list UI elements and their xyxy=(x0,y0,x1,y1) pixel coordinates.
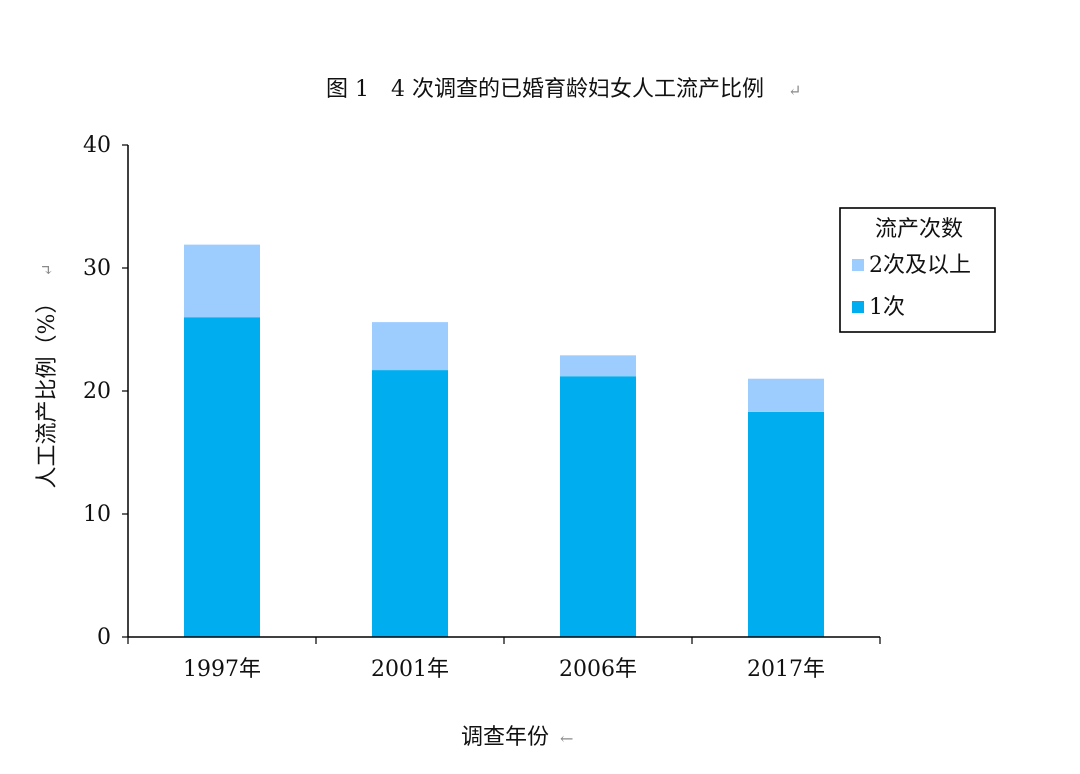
bar-segment-1-3 xyxy=(560,376,636,637)
y-tick-label-4: 30 xyxy=(83,256,111,281)
legend-swatch-2 xyxy=(852,301,864,313)
y-tick-label-3: 20 xyxy=(83,379,111,404)
x-axis-label-mark: ← xyxy=(560,729,573,748)
y-axis-label-group: 人工流产比例（%） ↵ xyxy=(35,263,60,488)
legend-label-1: 2次及以上 xyxy=(869,253,971,278)
plot-area: 0 10 20 30 40 1997年 2001年 2006年 2017年 xyxy=(83,133,881,682)
y-tick-label-5: 40 xyxy=(83,133,111,158)
legend: 流产次数 2次及以上 1次 xyxy=(839,207,996,333)
bar-segment-1-1 xyxy=(184,317,260,637)
legend-box xyxy=(839,207,996,333)
y-tick-labels: 0 10 20 30 40 xyxy=(83,133,111,650)
bar-segment-1-4 xyxy=(748,411,824,637)
title-return-mark: ↵ xyxy=(788,81,801,100)
bars-group xyxy=(184,244,824,637)
y-axis-label-mark: ↵ xyxy=(38,263,57,276)
axis-group xyxy=(122,144,881,644)
x-tick-label-1: 1997年 xyxy=(183,657,261,682)
bar-segment-2-1 xyxy=(184,244,260,318)
bar-segment-1-2 xyxy=(372,370,448,637)
x-axis-label-group: 调查年份 ← xyxy=(461,725,573,750)
bar-segment-2-2 xyxy=(372,322,448,371)
y-axis-label: 人工流产比例（%） xyxy=(35,292,60,489)
y-tick-label-1: 0 xyxy=(97,625,111,650)
y-tick-label-2: 10 xyxy=(83,502,111,527)
x-tick-label-3: 2006年 xyxy=(559,657,637,682)
legend-items: 2次及以上 1次 xyxy=(852,253,971,320)
legend-label-2: 1次 xyxy=(869,295,905,320)
x-tick-label-2: 2001年 xyxy=(371,657,449,682)
x-axis-label: 调查年份 xyxy=(461,725,549,750)
bar-segment-2-3 xyxy=(560,355,636,377)
chart-title: 图 1 4 次调查的已婚育龄妇女人工流产比例 xyxy=(326,77,764,102)
x-tick-labels: 1997年 2001年 2006年 2017年 xyxy=(183,657,825,682)
chart-title-group: 图 1 4 次调查的已婚育龄妇女人工流产比例 ↵ xyxy=(326,77,801,102)
legend-swatch-1 xyxy=(852,259,864,271)
legend-title: 流产次数 xyxy=(875,217,963,242)
bar-segment-2-4 xyxy=(748,378,824,412)
x-tick-label-4: 2017年 xyxy=(747,657,825,682)
